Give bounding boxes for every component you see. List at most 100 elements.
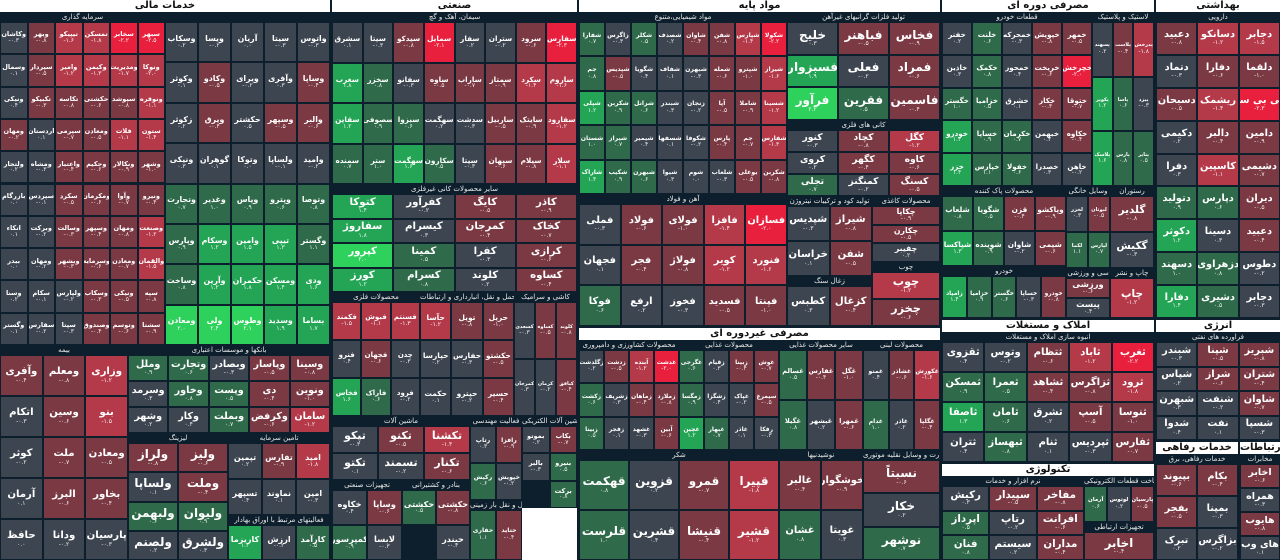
stock-tile[interactable]: شگویا ۰.۵ xyxy=(973,196,1004,231)
stock-tile[interactable]: والقمان -۱.۵ xyxy=(137,248,165,281)
stock-tile[interactable]: دی -۰.۴ xyxy=(249,381,290,407)
stock-tile[interactable]: بمپنا -۰.۳ xyxy=(1197,496,1238,528)
stock-tile[interactable]: نفت ۰.۱ xyxy=(1197,415,1239,440)
stock-tile[interactable]: زامیاد ۱.۴ xyxy=(942,276,967,318)
stock-tile[interactable]: غپاک -۰.۲ xyxy=(729,383,754,417)
stock-tile[interactable]: ولپارس -۰.۲ xyxy=(55,280,83,313)
stock-tile[interactable]: شپاس ۰.۲ xyxy=(1156,366,1198,391)
stock-tile[interactable]: سلار -۱.۱ xyxy=(546,143,577,184)
stock-tile[interactable]: شنفت -۰.۲ xyxy=(1197,391,1239,416)
stock-tile[interactable]: فجهان -۰.۶ xyxy=(361,340,391,378)
stock-tile[interactable]: شیراز -۱.۶ xyxy=(761,56,787,91)
stock-tile[interactable]: کفرا -۰.۳ xyxy=(454,243,516,268)
stock-tile[interactable]: بوعلی -۰.۵ xyxy=(735,159,761,194)
stock-tile[interactable]: فخاس ۱.۶ xyxy=(332,378,362,416)
stock-tile[interactable]: قهکمت ۰.۸ xyxy=(579,460,629,510)
stock-tile[interactable]: زدشت -۰.۵ xyxy=(604,350,629,384)
stock-tile[interactable]: سشرق ۰.۱ xyxy=(332,22,363,63)
stock-tile[interactable]: زنجان -۰.۲ xyxy=(683,90,709,126)
stock-tile[interactable]: سکام -۰.۱ xyxy=(27,280,55,313)
stock-tile[interactable]: کگل -۱.۲ xyxy=(889,130,940,152)
stock-tile[interactable]: غدام ۱.۰ xyxy=(863,400,889,450)
stock-tile[interactable]: پکویر ۱.۲ xyxy=(1092,76,1113,132)
stock-tile[interactable]: وطوس ۲.۱ xyxy=(231,304,264,345)
stock-tile[interactable]: خگستر ۰.۶ xyxy=(991,276,1017,318)
stock-tile[interactable]: کتوکا ۱.۴ xyxy=(332,194,394,219)
stock-tile[interactable]: ومکرمان -۰.۶ xyxy=(82,183,110,216)
stock-tile[interactable]: ونوین -۱.۰ xyxy=(289,381,330,407)
stock-tile[interactable]: ومعادن -۰.۷ xyxy=(110,248,138,281)
stock-tile[interactable]: ولیز -۰.۶ xyxy=(178,443,228,473)
stock-tile[interactable]: غالبر -۰.۴ xyxy=(779,460,821,510)
stock-tile[interactable]: سایتک -۰.۹ xyxy=(515,103,547,144)
stock-tile[interactable]: ساوه -۰.۵ xyxy=(423,62,455,103)
stock-tile[interactable]: فاراک ۰.۶ xyxy=(361,378,391,416)
stock-tile[interactable]: فسنتم -۱.۳ xyxy=(390,302,420,340)
stock-tile[interactable]: ستون -۱.۴ xyxy=(137,118,165,152)
stock-tile[interactable]: چکارن -۰.۵ xyxy=(872,224,940,244)
stock-tile[interactable]: ثبهساز ۰.۸ xyxy=(984,432,1027,462)
stock-tile[interactable]: تکشنا -۱.۴ xyxy=(424,426,470,453)
stock-tile[interactable]: بپیوند -۰.۶ xyxy=(1156,464,1197,496)
stock-tile[interactable]: گوهران ۰.۱ xyxy=(198,143,231,184)
stock-tile[interactable]: شستان ۱.۰ xyxy=(579,125,605,160)
stock-tile[interactable]: وشهر ۰.۲ xyxy=(128,407,169,433)
stock-tile[interactable]: دتولید ۰.۹ xyxy=(1156,186,1198,220)
stock-tile[interactable]: ثنوسا -۱.۰ xyxy=(1111,402,1154,432)
stock-tile[interactable]: فسبزوار ۱.۹ xyxy=(787,54,838,88)
stock-tile[interactable]: آریان ۰.۰ xyxy=(231,22,264,63)
stock-tile[interactable]: ونیرو -۰.۴ xyxy=(137,183,165,216)
stock-tile[interactable]: وبهر -۰.۸ xyxy=(27,22,55,55)
stock-tile[interactable]: کلوند ۰.۲ xyxy=(454,267,516,292)
stock-tile[interactable]: ساربیل -۰.۵ xyxy=(485,103,516,144)
stock-tile[interactable]: شفاف ۰.۱ xyxy=(657,56,683,91)
stock-tile[interactable]: خمحور ۰.۴ xyxy=(1002,54,1032,88)
stock-tile[interactable]: غدشت -۲.۰ xyxy=(654,350,679,384)
stock-tile[interactable]: قپیرا -۱.۸ xyxy=(729,460,779,510)
stock-tile[interactable]: کوثر -۰.۲ xyxy=(0,437,43,478)
stock-tile[interactable]: رافزا -۰.۹ xyxy=(496,426,522,463)
stock-tile[interactable]: خزامیا ۰.۹ xyxy=(966,276,992,318)
stock-tile[interactable]: ومهان -۰.۲ xyxy=(27,248,55,281)
stock-tile[interactable]: قنیشا -۰.۴ xyxy=(679,510,729,560)
stock-tile[interactable]: فنان ۰.۸ xyxy=(942,535,990,560)
stock-tile[interactable]: فاسمین -۰.۴ xyxy=(889,87,940,120)
stock-tile[interactable]: وکوثر ۰.۱ xyxy=(165,62,198,103)
stock-tile[interactable]: شمله -۰.۶ xyxy=(709,56,735,91)
stock-tile[interactable]: بساما ۱.۷ xyxy=(297,304,330,345)
stock-tile[interactable]: وگستر ۰.۱ xyxy=(0,312,28,345)
stock-tile[interactable]: پاسا ۰.۶ xyxy=(1112,76,1134,132)
stock-tile[interactable]: جم ۰.۸ xyxy=(579,56,605,91)
stock-tile[interactable]: شسپا -۰.۳ xyxy=(1238,415,1280,440)
stock-tile[interactable]: ثتران ۰.۴ xyxy=(942,432,985,462)
stock-tile[interactable]: شتران -۰.۴ xyxy=(1238,366,1280,391)
stock-tile[interactable]: سمنده ۰.۷ xyxy=(332,143,363,184)
stock-tile[interactable]: بنیرو ۰.۵ xyxy=(549,453,577,481)
stock-tile[interactable]: ویرق -۰.۴ xyxy=(198,102,231,144)
stock-tile[interactable]: حکشتو -۰.۵ xyxy=(482,340,514,378)
stock-tile[interactable]: ثپردیس -۰.۳ xyxy=(1069,432,1112,462)
stock-tile[interactable]: زشریف ۰.۳ xyxy=(604,383,629,417)
stock-tile[interactable]: شکربن -۰.۸ xyxy=(761,159,787,194)
stock-tile[interactable]: زگلدشت ۰.۲ xyxy=(579,350,604,384)
stock-tile[interactable]: شسفها ۰.۱ xyxy=(657,125,683,160)
stock-tile[interactable]: وملل ۰.۹ xyxy=(128,355,169,381)
stock-tile[interactable]: ثتظام -۰.۶ xyxy=(1026,342,1070,372)
stock-tile[interactable]: شوم ۰.۰ xyxy=(683,159,709,194)
stock-tile[interactable]: سمایل -۲.۱ xyxy=(423,22,455,63)
stock-tile[interactable]: کایگ -۰.۵ xyxy=(454,194,516,219)
stock-tile[interactable]: تسمند -۰.۲ xyxy=(378,453,424,480)
stock-tile[interactable]: شسینا -۱.۲ xyxy=(761,90,787,126)
stock-tile[interactable]: قزن -۰.۴ xyxy=(1004,196,1035,231)
stock-tile[interactable]: حسیر -۰.۴ xyxy=(482,378,514,416)
stock-tile[interactable]: زقیام ۰.۳ xyxy=(704,350,729,384)
stock-tile[interactable]: اخابر -۰.۴ xyxy=(1084,532,1154,560)
stock-tile[interactable]: خساپا ۰.۹ xyxy=(972,120,1002,154)
stock-tile[interactable]: غسالم ۰.۵ xyxy=(779,350,807,400)
stock-tile[interactable]: وسرمد ۰.۳ xyxy=(128,381,169,407)
stock-tile[interactable]: شاراک ۱.۴ xyxy=(579,159,605,194)
stock-tile[interactable]: خودرو -۰.۸ xyxy=(1041,276,1066,318)
stock-tile[interactable]: سفاروژ ۱.۸ xyxy=(332,218,394,243)
stock-tile[interactable]: ورزشی -۰.۶ xyxy=(1066,278,1110,298)
stock-tile[interactable]: بکام -۰.۴ xyxy=(1197,464,1238,496)
